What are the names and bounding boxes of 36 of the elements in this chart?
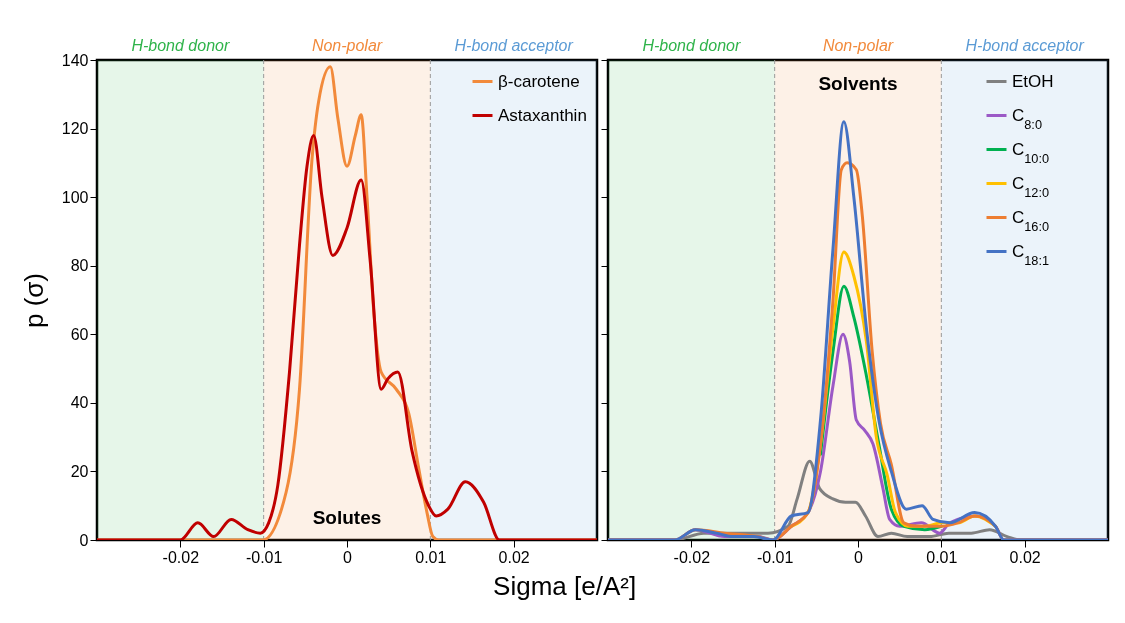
x-tick-label: -0.01 <box>245 548 283 566</box>
y-tick-label: 100 <box>61 188 89 206</box>
x-tick-label: -0.02 <box>673 548 711 566</box>
x-tick-label: 0.01 <box>926 548 958 566</box>
band-label: Non-polar <box>311 37 383 54</box>
x-axis-title: Sigma [e/A²] <box>493 571 637 602</box>
x-tick-label: 0 <box>854 548 864 566</box>
y-tick-label: 0 <box>79 531 89 549</box>
y-tick-label: 140 <box>61 51 89 69</box>
legend-label: Astaxanthin <box>498 105 587 125</box>
legend-label: C$_{18:1}$ <box>1012 241 1050 267</box>
legend-label: C$_{8:0}$ <box>1012 105 1043 131</box>
legend-label: β-carotene <box>498 71 580 91</box>
x-tick-label: 0.02 <box>498 548 530 566</box>
x-tick-label: -0.02 <box>162 548 200 566</box>
x-tick-label: 0.02 <box>1009 548 1041 566</box>
band-label: H-bond donor <box>642 37 741 54</box>
band-label: H-bond acceptor <box>965 37 1085 54</box>
y-tick-label: 120 <box>61 120 89 138</box>
x-tick-label: -0.01 <box>756 548 794 566</box>
y-tick-label: 40 <box>70 394 89 412</box>
band-label: H-bond acceptor <box>454 37 574 54</box>
legend-label: EtOH <box>1012 71 1054 91</box>
annotation: Solvents <box>818 73 898 94</box>
legend-label: C$_{10:0}$ <box>1012 139 1050 165</box>
legend-label: C$_{16:0}$ <box>1012 207 1050 233</box>
x-tick-label: 0.01 <box>415 548 447 566</box>
y-tick-label: 60 <box>70 325 89 343</box>
y-axis-title: p (σ) <box>18 272 49 329</box>
x-tick-label: 0 <box>343 548 353 566</box>
y-tick-label: 20 <box>70 462 89 480</box>
band-label: Non-polar <box>822 37 894 54</box>
annotation: Solutes <box>312 507 382 529</box>
legend-label: C$_{12:0}$ <box>1012 173 1050 199</box>
y-tick-label: 80 <box>70 257 89 275</box>
band-label: H-bond donor <box>131 37 230 54</box>
